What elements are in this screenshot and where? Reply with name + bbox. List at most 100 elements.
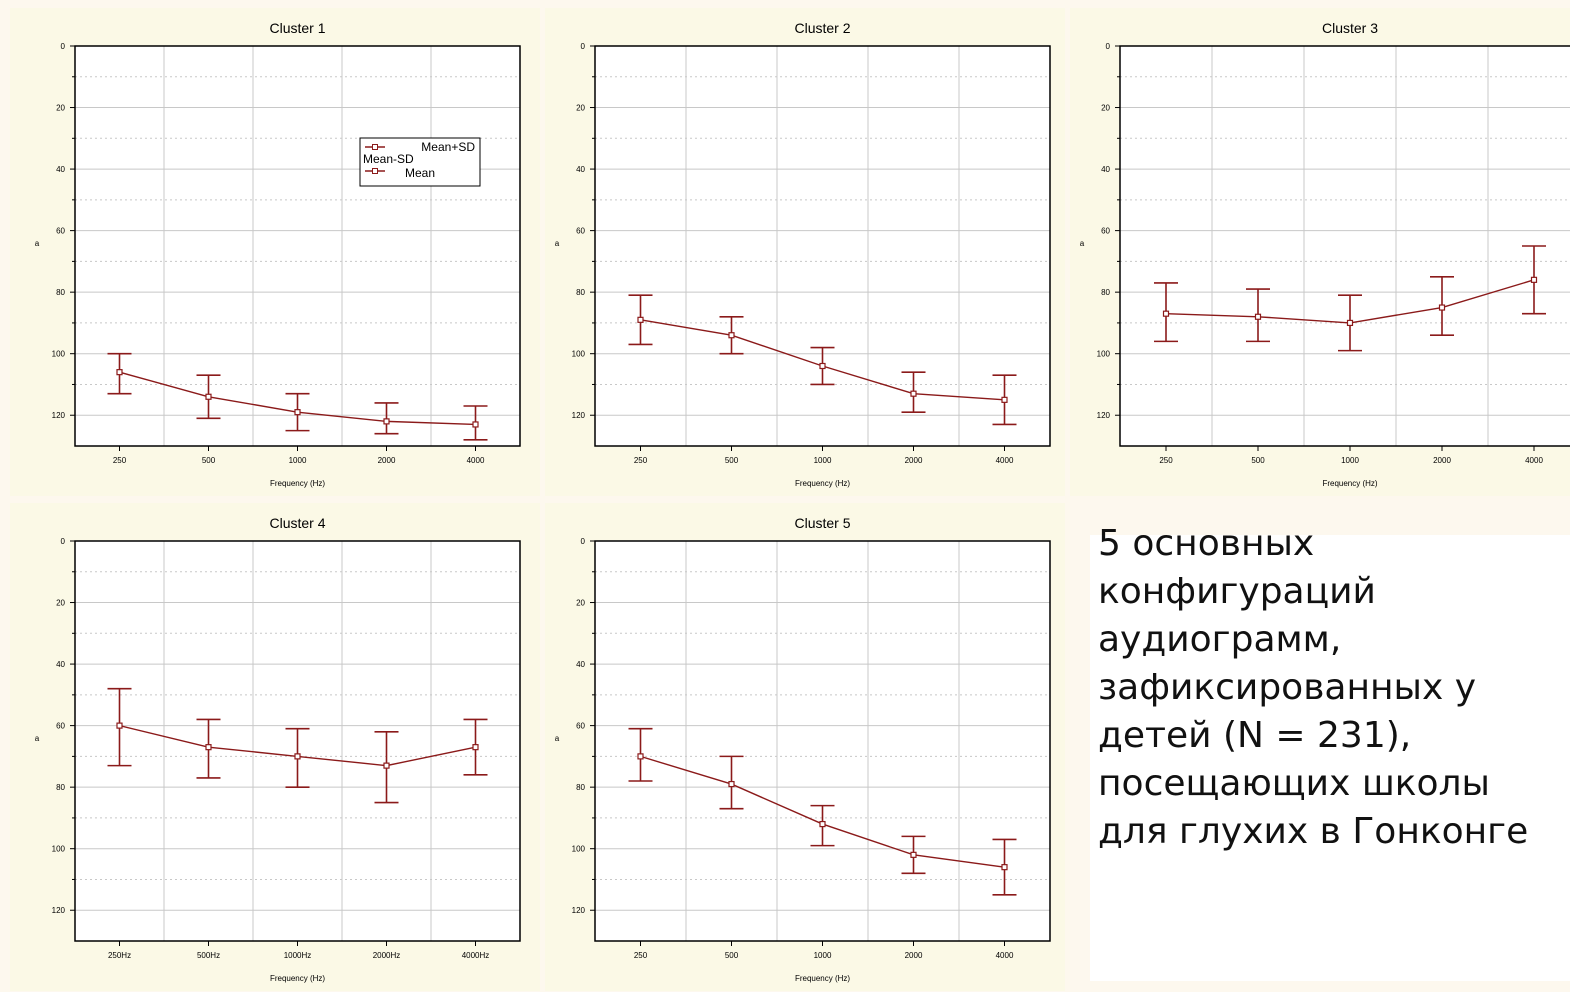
y-tick-label: 80 bbox=[576, 288, 585, 297]
chart-panel-cluster-3: Cluster 3 0 20 40 60 80 100 120 a 250 500 1000 2000 4… bbox=[1070, 8, 1570, 496]
y-tick-label: 80 bbox=[576, 783, 585, 792]
x-tick-label: 500 bbox=[202, 456, 216, 465]
mean-point bbox=[1346, 319, 1354, 327]
mean-point bbox=[637, 316, 644, 323]
y-tick-label: 40 bbox=[56, 660, 65, 669]
chart-svg-cluster-5: Cluster 5 0 20 40 60 80 100 120 a 250 500 1000 2000 4… bbox=[555, 515, 1051, 983]
y-tick-label: 100 bbox=[52, 350, 66, 359]
x-tick-label: 2000 bbox=[1433, 456, 1451, 465]
y-tick-label: 100 bbox=[572, 350, 586, 359]
y-tick-label: 60 bbox=[576, 722, 585, 731]
y-tick-label: 100 bbox=[1097, 350, 1111, 359]
chart-title: Cluster 1 bbox=[269, 20, 325, 36]
y-tick-label: 40 bbox=[576, 660, 585, 669]
y-tick-label: 60 bbox=[56, 722, 65, 731]
y-tick-label: 0 bbox=[581, 537, 586, 546]
y-tick-label: 20 bbox=[576, 104, 585, 113]
x-tick-label: 1000 bbox=[814, 456, 832, 465]
mean-point bbox=[910, 851, 917, 858]
y-tick-label: 40 bbox=[1101, 165, 1110, 174]
mean-point bbox=[116, 722, 123, 729]
y-tick-label: 0 bbox=[1106, 42, 1111, 51]
y-tick-label: 100 bbox=[52, 845, 66, 854]
plot-area bbox=[1120, 46, 1570, 446]
y-axis-label: a bbox=[555, 734, 560, 743]
y-tick-label: 20 bbox=[1101, 104, 1110, 113]
x-tick-label: 1000Hz bbox=[284, 951, 312, 960]
chart-panel-cluster-1: Cluster 1 0 20 40 60 80 100 120 a 250 500 1000 2000 4… bbox=[10, 8, 540, 496]
mean-point bbox=[383, 418, 390, 425]
mean-point bbox=[1254, 313, 1262, 320]
chart-svg-cluster-4: Cluster 4 0 20 40 60 80 100 120 a 250Hz 500Hz 1000H… bbox=[35, 515, 521, 983]
chart-title: Cluster 2 bbox=[794, 20, 850, 36]
plot-area bbox=[595, 46, 1050, 446]
y-tick-label: 80 bbox=[1101, 288, 1110, 297]
chart-title: Cluster 3 bbox=[1322, 20, 1378, 36]
plot-frame bbox=[74, 45, 521, 447]
plot-frame bbox=[594, 45, 1051, 447]
chart-title: Cluster 5 bbox=[794, 515, 850, 531]
x-tick-label: 4000Hz bbox=[462, 951, 490, 960]
mean-point bbox=[383, 762, 390, 769]
x-axis-label: Frequency (Hz) bbox=[270, 974, 325, 983]
chart-svg-cluster-1: Cluster 1 0 20 40 60 80 100 120 a 250 500 1000 2000 4… bbox=[35, 20, 521, 488]
y-tick-label: 0 bbox=[61, 42, 66, 51]
mean-point bbox=[294, 409, 301, 416]
mean-point bbox=[1162, 310, 1170, 317]
mean-point bbox=[1530, 276, 1538, 283]
y-tick-label: 20 bbox=[56, 599, 65, 608]
y-tick-label: 40 bbox=[576, 165, 585, 174]
y-tick-label: 80 bbox=[56, 288, 65, 297]
y-tick-label: 0 bbox=[61, 537, 66, 546]
x-tick-label: 2000Hz bbox=[373, 951, 401, 960]
y-tick-label: 120 bbox=[52, 411, 66, 420]
y-tick-label: 120 bbox=[1097, 411, 1111, 420]
x-axis-label: Frequency (Hz) bbox=[795, 479, 850, 488]
legend-entry: Mean+SD bbox=[421, 140, 475, 154]
mean-point bbox=[472, 421, 479, 428]
x-axis-label: Frequency (Hz) bbox=[795, 974, 850, 983]
caption-text: 5 основных конфигураций аудиограмм, зафи… bbox=[1098, 523, 1529, 852]
legend-entry: Mean-SD bbox=[363, 152, 414, 166]
x-tick-label: 4000 bbox=[467, 456, 485, 465]
x-tick-label: 2000 bbox=[905, 456, 923, 465]
y-axis-label: a bbox=[35, 239, 40, 248]
y-tick-label: 120 bbox=[52, 906, 66, 915]
y-tick-label: 60 bbox=[576, 227, 585, 236]
x-tick-label: 2000 bbox=[378, 456, 396, 465]
mean-point bbox=[1001, 864, 1008, 871]
mean-point bbox=[819, 820, 826, 828]
x-tick-label: 2000 bbox=[905, 951, 923, 960]
x-tick-label: 500 bbox=[1251, 456, 1265, 465]
y-tick-label: 20 bbox=[56, 104, 65, 113]
y-tick-label: 120 bbox=[572, 411, 586, 420]
chart-panel-cluster-2: Cluster 2 0 20 40 60 80 100 120 a 250 500 1000 2000 4… bbox=[545, 8, 1065, 496]
y-axis-label: a bbox=[35, 734, 40, 743]
mean-point bbox=[728, 780, 735, 788]
plot-frame bbox=[594, 540, 1051, 942]
x-tick-label: 500 bbox=[725, 951, 739, 960]
chart-panel-cluster-4: Cluster 4 0 20 40 60 80 100 120 a 250Hz 500Hz 1000H… bbox=[10, 503, 540, 991]
x-tick-label: 250 bbox=[1159, 456, 1173, 465]
x-axis-label: Frequency (Hz) bbox=[1322, 479, 1377, 488]
x-tick-label: 500Hz bbox=[197, 951, 220, 960]
y-tick-label: 40 bbox=[56, 165, 65, 174]
x-tick-label: 1000 bbox=[1341, 456, 1359, 465]
legend-box bbox=[359, 137, 481, 187]
mean-point bbox=[472, 744, 479, 751]
y-tick-label: 60 bbox=[56, 227, 65, 236]
x-tick-label: 250 bbox=[113, 456, 127, 465]
y-tick-label: 120 bbox=[572, 906, 586, 915]
y-axis-label: a bbox=[555, 239, 560, 248]
chart-svg-cluster-2: Cluster 2 0 20 40 60 80 100 120 a 250 500 1000 2000 4… bbox=[555, 20, 1051, 488]
x-axis-label: Frequency (Hz) bbox=[270, 479, 325, 488]
y-tick-label: 0 bbox=[581, 42, 586, 51]
y-axis-label: a bbox=[1080, 239, 1085, 248]
mean-point bbox=[819, 362, 826, 370]
y-tick-label: 100 bbox=[572, 845, 586, 854]
plot-frame bbox=[1119, 45, 1570, 447]
caption-box bbox=[1090, 535, 1570, 981]
x-tick-label: 250Hz bbox=[108, 951, 131, 960]
mean-point bbox=[116, 369, 123, 376]
